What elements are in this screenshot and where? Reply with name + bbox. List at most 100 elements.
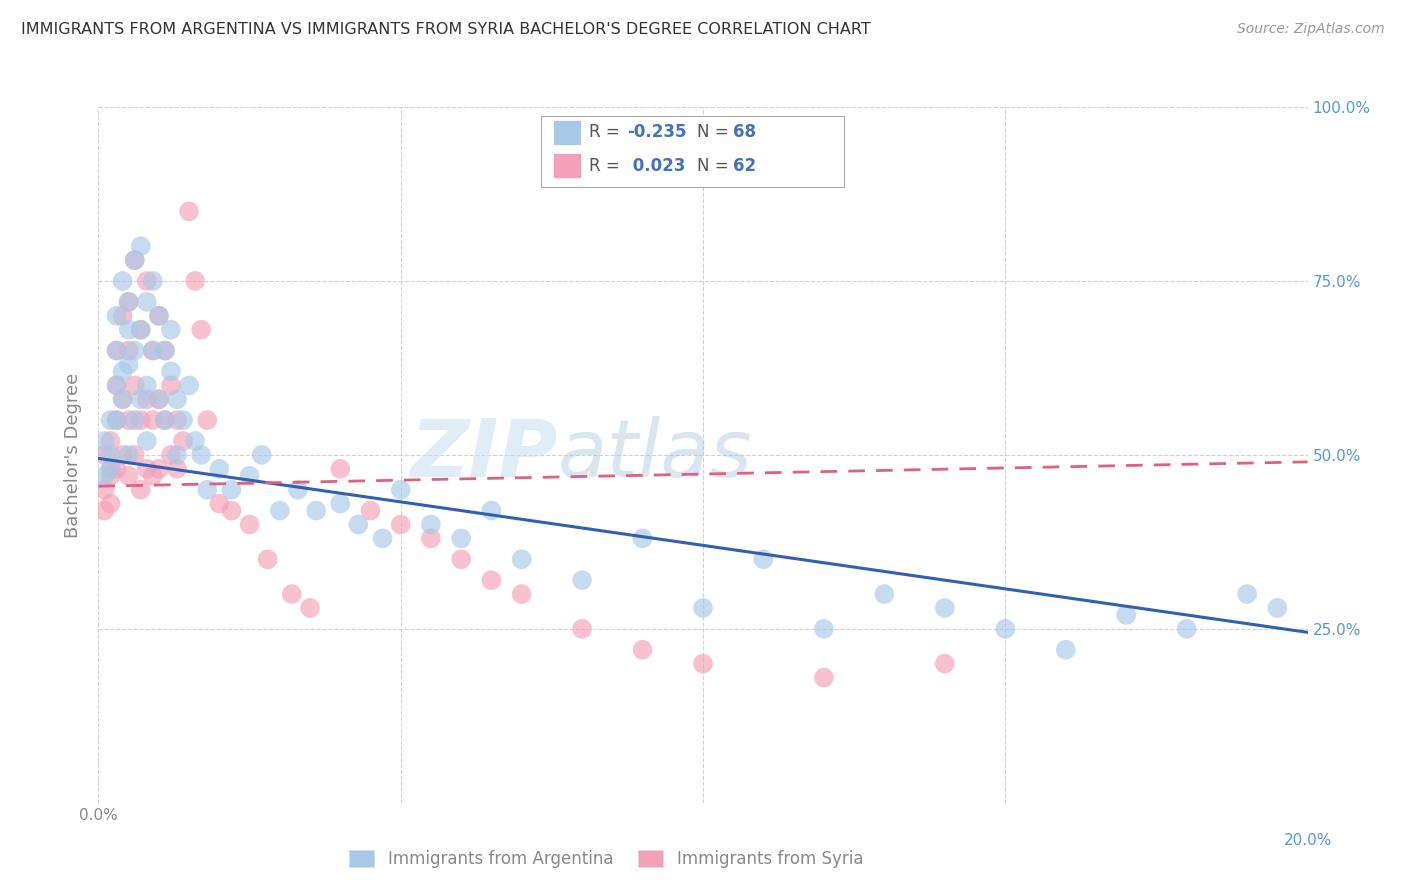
Point [100, 462, 122, 476]
Point [135, 294, 157, 309]
Point [239, 468, 262, 483]
Point [631, 532, 654, 546]
Point [135, 274, 157, 288]
Point [166, 448, 188, 462]
Point [105, 309, 128, 323]
Point [371, 532, 394, 546]
Point [692, 657, 714, 671]
Point [124, 343, 146, 358]
Point [93, 434, 115, 448]
Point [1175, 622, 1198, 636]
Point [148, 392, 170, 407]
Point [148, 309, 170, 323]
Point [118, 413, 141, 427]
Point [1115, 607, 1137, 622]
Point [160, 364, 183, 378]
Point [166, 462, 188, 476]
Text: Source: ZipAtlas.com: Source: ZipAtlas.com [1237, 22, 1385, 37]
Text: R =: R = [589, 157, 626, 175]
Point [153, 413, 176, 427]
Point [221, 503, 243, 517]
Point [129, 239, 152, 253]
Point [1236, 587, 1258, 601]
Point [281, 587, 304, 601]
Point [166, 392, 188, 407]
Point [135, 378, 157, 392]
Point [221, 483, 243, 497]
Point [124, 253, 146, 268]
Legend: Immigrants from Argentina, Immigrants from Syria: Immigrants from Argentina, Immigrants fr… [343, 843, 870, 874]
Point [100, 497, 122, 511]
Point [105, 378, 128, 392]
Point [93, 448, 115, 462]
Point [111, 392, 134, 407]
Point [111, 274, 134, 288]
Point [481, 503, 503, 517]
Point [105, 413, 128, 427]
Text: N =: N = [697, 123, 734, 141]
Text: R =: R = [589, 123, 626, 141]
Point [118, 358, 141, 372]
Text: -0.235: -0.235 [627, 123, 686, 141]
Point [124, 378, 146, 392]
Text: 0.023: 0.023 [627, 157, 686, 175]
Point [124, 253, 146, 268]
Point [160, 448, 183, 462]
Point [250, 448, 273, 462]
Point [142, 343, 165, 358]
Text: 68: 68 [733, 123, 755, 141]
Point [118, 294, 141, 309]
Point [450, 552, 472, 566]
Point [510, 587, 533, 601]
Point [184, 434, 207, 448]
Point [389, 483, 412, 497]
Text: N =: N = [697, 157, 734, 175]
Point [179, 378, 201, 392]
Point [148, 462, 170, 476]
Point [1267, 601, 1289, 615]
Point [105, 378, 128, 392]
Point [129, 413, 152, 427]
Point [299, 601, 322, 615]
Point [481, 573, 503, 587]
Point [124, 413, 146, 427]
Point [269, 503, 291, 517]
Point [195, 413, 218, 427]
Text: ZIP: ZIP [411, 416, 558, 494]
Point [184, 274, 207, 288]
Point [420, 532, 443, 546]
Point [135, 462, 157, 476]
Point [142, 274, 165, 288]
Point [239, 517, 262, 532]
Point [129, 392, 152, 407]
Point [93, 503, 115, 517]
Point [135, 434, 157, 448]
Point [172, 413, 194, 427]
Point [124, 448, 146, 462]
Point [118, 468, 141, 483]
Point [752, 552, 775, 566]
Point [93, 483, 115, 497]
Point [571, 622, 593, 636]
Text: 62: 62 [733, 157, 755, 175]
Point [100, 434, 122, 448]
Point [208, 497, 231, 511]
Point [142, 343, 165, 358]
Point [100, 413, 122, 427]
Point [118, 294, 141, 309]
Point [631, 642, 654, 657]
Point [166, 413, 188, 427]
Point [571, 573, 593, 587]
Point [100, 462, 122, 476]
Point [93, 468, 115, 483]
Point [934, 601, 956, 615]
Point [172, 434, 194, 448]
Text: 20.0%: 20.0% [1284, 833, 1331, 848]
Point [129, 323, 152, 337]
Point [190, 448, 212, 462]
Point [208, 462, 231, 476]
Point [118, 448, 141, 462]
Point [111, 309, 134, 323]
Point [813, 671, 835, 685]
Point [111, 364, 134, 378]
